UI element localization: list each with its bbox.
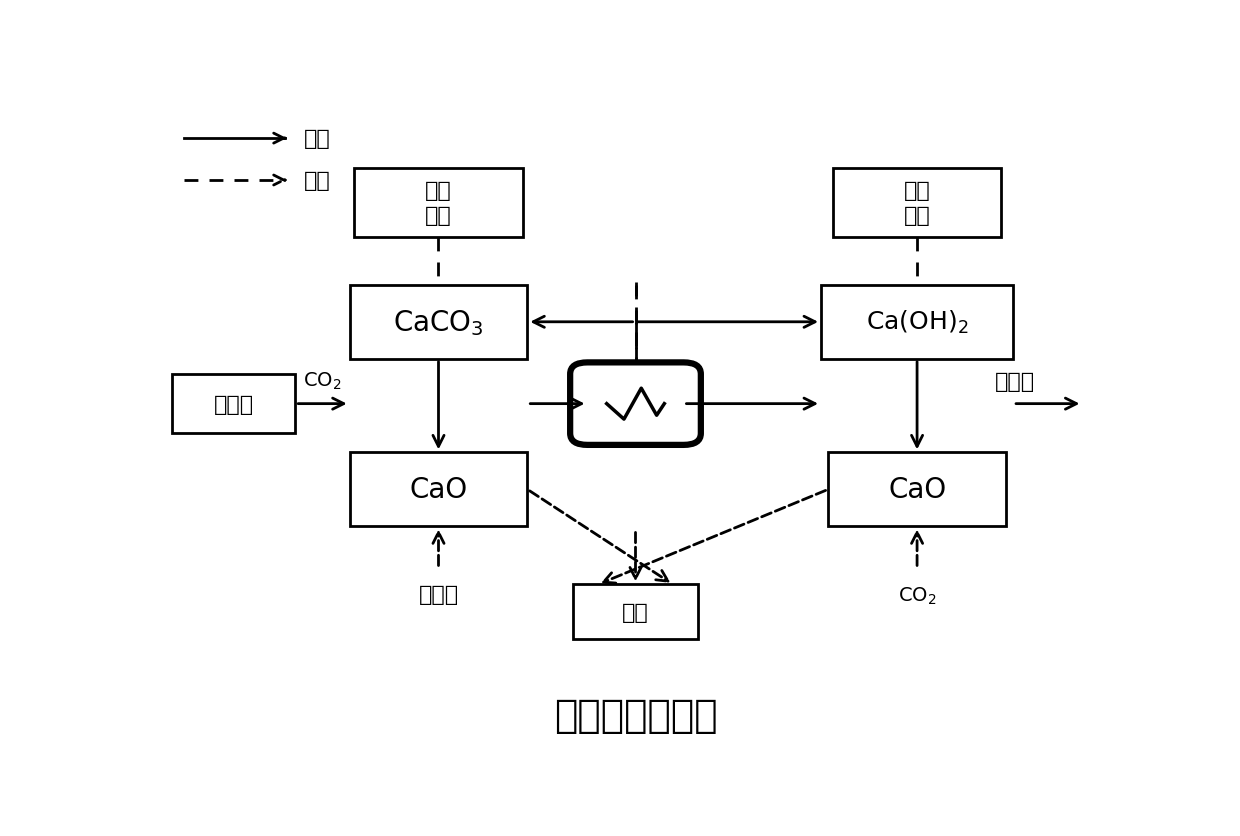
Text: Ca(OH)$_2$: Ca(OH)$_2$: [866, 308, 968, 336]
Bar: [172, 375, 295, 434]
Bar: [821, 285, 1013, 359]
Text: CO$_2$: CO$_2$: [304, 370, 342, 391]
Bar: [350, 453, 527, 527]
Text: 太阳能: 太阳能: [213, 394, 254, 414]
Text: CaCO$_3$: CaCO$_3$: [393, 308, 484, 337]
Bar: [355, 169, 522, 238]
Bar: [350, 285, 527, 359]
FancyBboxPatch shape: [570, 363, 701, 446]
Text: 一级
储能: 一级 储能: [425, 181, 451, 226]
Bar: [833, 169, 1001, 238]
Text: CO$_2$: CO$_2$: [898, 584, 936, 606]
Text: CaO: CaO: [409, 476, 467, 504]
Text: 水蒸气: 水蒸气: [418, 584, 459, 604]
Text: CaO: CaO: [888, 476, 946, 504]
Text: 水蒸气: 水蒸气: [994, 371, 1035, 391]
Text: 梯级储能概念图: 梯级储能概念图: [554, 696, 717, 734]
Text: 储能: 储能: [304, 129, 331, 149]
Text: 二级
储能: 二级 储能: [904, 181, 930, 226]
Bar: [573, 584, 698, 640]
Bar: [828, 453, 1006, 527]
Text: 放能: 放能: [622, 602, 649, 622]
Text: 放能: 放能: [304, 171, 331, 191]
